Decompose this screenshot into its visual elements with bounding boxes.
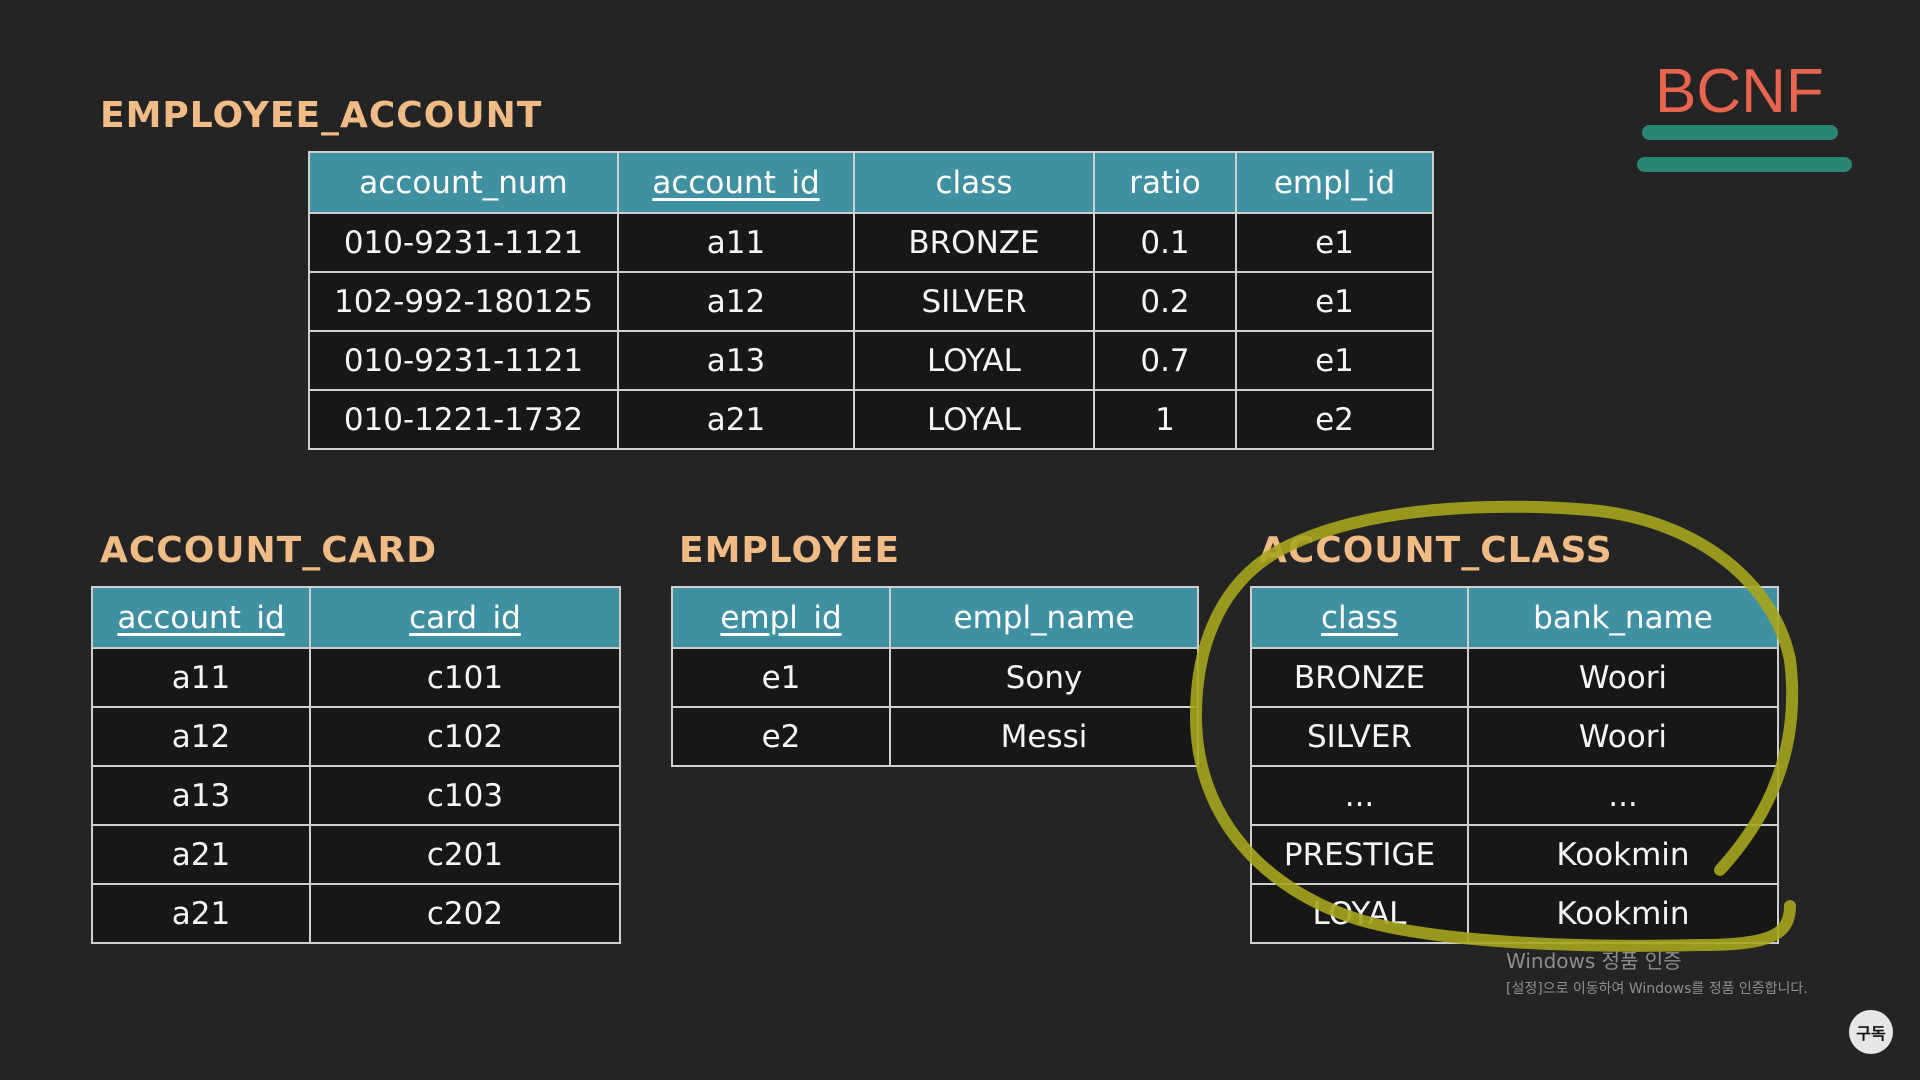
- column-header-ratio: ratio: [1093, 151, 1237, 214]
- table-cell-bank-name: Woori: [1467, 706, 1779, 767]
- table-row: a11 c101: [91, 647, 621, 708]
- table-cell-class: BRONZE: [853, 212, 1095, 273]
- table-row: SILVER Woori: [1250, 706, 1779, 767]
- table-cell-account-id: a12: [617, 271, 855, 332]
- table-row: a21 c201: [91, 824, 621, 885]
- column-header-label: account_num: [359, 164, 568, 201]
- column-header-label: empl_name: [953, 599, 1135, 636]
- table-cell-empl-id: e1: [1235, 212, 1434, 273]
- column-header-class: class: [1250, 586, 1469, 649]
- watermark-subtitle: [설정]으로 이동하여 Windows를 정품 인증합니다.: [1506, 981, 1808, 997]
- watermark-title: Windows 정품 인증: [1506, 949, 1682, 973]
- table-cell-ratio: 0.1: [1093, 212, 1237, 273]
- table-cell-account-id: a12: [91, 706, 311, 767]
- column-header-label: class: [935, 164, 1013, 201]
- table-cell-empl-name: Messi: [889, 706, 1199, 767]
- table-cell-account-id: a21: [617, 389, 855, 450]
- table-cell-bank-name: ...: [1467, 765, 1779, 826]
- table-cell-account-id: a21: [91, 883, 311, 944]
- table-cell-card-id: c101: [309, 647, 621, 708]
- column-header-label: ratio: [1129, 164, 1201, 201]
- table-cell-card-id: c202: [309, 883, 621, 944]
- table-row: ......: [1250, 765, 1779, 826]
- column-header-label: empl_id: [1273, 164, 1396, 201]
- table-cell-bank-name: Kookmin: [1467, 883, 1779, 944]
- table-cell-class: LOYAL: [853, 389, 1095, 450]
- column-header-empl-name: empl_name: [889, 586, 1199, 649]
- windows-activation-watermark: Windows 정품 인증 [설정]으로 이동하여 Windows를 정품 인증…: [1506, 945, 1808, 998]
- table-cell-account-num: 102-992-180125: [308, 271, 619, 332]
- table-cell-account-num: 010-9231-1121: [308, 330, 619, 391]
- table-cell-account-id: a21: [91, 824, 311, 885]
- table-row: 010-9231-1121 a13 LOYAL 0.7 e1: [308, 330, 1434, 391]
- table-cell-class: SILVER: [853, 271, 1095, 332]
- column-header-label: empl_id: [720, 599, 842, 636]
- column-header-bank-name: bank_name: [1467, 586, 1779, 649]
- table-row: a13 c103: [91, 765, 621, 826]
- table-row: e1 Sony: [671, 647, 1199, 708]
- table-cell-card-id: c201: [309, 824, 621, 885]
- column-header-account-id: account_id: [617, 151, 855, 214]
- table-cell-class: PRESTIGE: [1250, 824, 1469, 885]
- header-row: empl_id empl_name: [671, 586, 1199, 649]
- table-cell-account-id: a11: [91, 647, 311, 708]
- table-cell-class: LOYAL: [853, 330, 1095, 391]
- table-cell-ratio: 0.2: [1093, 271, 1237, 332]
- bcnf-underline-bottom: [1637, 157, 1852, 172]
- table-cell-account-num: 010-1221-1732: [308, 389, 619, 450]
- column-header-account-id: account_id: [91, 586, 311, 649]
- account-card-table: account_id card_id a11 c101 a12 c102 a13 c103 a2…: [91, 586, 621, 944]
- column-header-label: bank_name: [1533, 599, 1713, 636]
- table-cell-account-id: a13: [91, 765, 311, 826]
- table-row: BRONZE Woori: [1250, 647, 1779, 708]
- header-row: account_id card_id: [91, 586, 621, 649]
- table-row: e2 Messi: [671, 706, 1199, 767]
- column-header-label: account_id: [117, 599, 285, 636]
- table-row: a12 c102: [91, 706, 621, 767]
- column-header-empl-id: empl_id: [671, 586, 891, 649]
- table-cell-empl-id: e2: [671, 706, 891, 767]
- column-header-label: class: [1321, 599, 1398, 636]
- subscribe-button[interactable]: 구독: [1849, 1010, 1893, 1054]
- employee-account-title: EMPLOYEE_ACCOUNT: [100, 95, 543, 136]
- table-cell-class: ...: [1250, 765, 1469, 826]
- account-card-title: ACCOUNT_CARD: [100, 530, 438, 571]
- bcnf-underline-top: [1642, 125, 1838, 140]
- table-cell-class: BRONZE: [1250, 647, 1469, 708]
- employee-title: EMPLOYEE: [679, 530, 901, 571]
- column-header-account-num: account_num: [308, 151, 619, 214]
- header-row: class bank_name: [1250, 586, 1779, 649]
- table-cell-account-num: 010-9231-1121: [308, 212, 619, 273]
- employee-table: empl_id empl_name e1 Sony e2 Messi: [671, 586, 1199, 767]
- table-cell-ratio: 1: [1093, 389, 1237, 450]
- column-header-class: class: [853, 151, 1095, 214]
- table-cell-ratio: 0.7: [1093, 330, 1237, 391]
- table-cell-account-id: a13: [617, 330, 855, 391]
- table-row: LOYAL Kookmin: [1250, 883, 1779, 944]
- table-cell-account-id: a11: [617, 212, 855, 273]
- table-cell-empl-id: e1: [671, 647, 891, 708]
- table-row: 010-9231-1121 a11 BRONZE 0.1 e1: [308, 212, 1434, 273]
- table-cell-empl-name: Sony: [889, 647, 1199, 708]
- table-row: a21 c202: [91, 883, 621, 944]
- column-header-label: card_id: [409, 599, 521, 636]
- table-cell-empl-id: e1: [1235, 271, 1434, 332]
- table-cell-card-id: c103: [309, 765, 621, 826]
- table-cell-empl-id: e2: [1235, 389, 1434, 450]
- column-header-empl-id: empl_id: [1235, 151, 1434, 214]
- table-cell-empl-id: e1: [1235, 330, 1434, 391]
- column-header-card-id: card_id: [309, 586, 621, 649]
- table-row: 102-992-180125 a12 SILVER 0.2 e1: [308, 271, 1434, 332]
- header-row: account_num account_id class ratio empl_id: [308, 151, 1434, 214]
- account-class-table: class bank_name BRONZE Woori SILVER Woori....…: [1250, 586, 1779, 944]
- table-row: 010-1221-1732 a21 LOYAL 1 e2: [308, 389, 1434, 450]
- table-cell-card-id: c102: [309, 706, 621, 767]
- employee-account-table: account_num account_id class ratio empl_id 01…: [308, 151, 1434, 450]
- table-cell-class: SILVER: [1250, 706, 1469, 767]
- bcnf-badge: BCNF: [1655, 57, 1824, 126]
- table-cell-bank-name: Woori: [1467, 647, 1779, 708]
- column-header-label: account_id: [652, 164, 820, 201]
